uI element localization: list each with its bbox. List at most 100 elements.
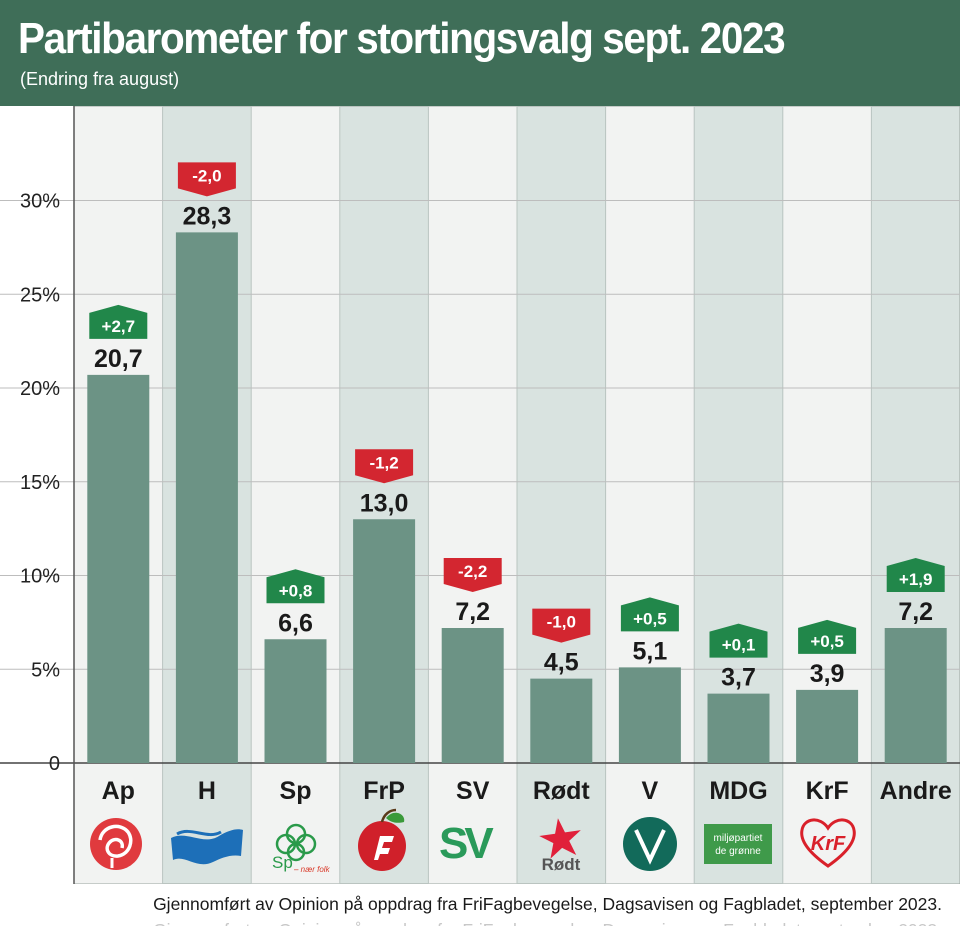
column-bg (694, 106, 783, 884)
mdg-logo-icon: miljøpartiet de grønne (704, 824, 772, 864)
change-badge-up-shape (886, 558, 945, 592)
category-labels: Ap H Sp FrP SV Rødt V MDG KrF Andre (102, 777, 952, 805)
bar (353, 519, 416, 763)
chart-footer: Gjennomført av Opinion på oppdrag fra Fr… (0, 884, 960, 926)
bar (175, 232, 238, 763)
change-badge: +0,8 (266, 569, 325, 604)
value-label: 5,1 (633, 637, 668, 665)
change-label: +0,1 (722, 636, 756, 655)
category-label: KrF (806, 777, 849, 805)
column-bg (251, 106, 340, 884)
change-label: +1,9 (899, 570, 933, 589)
bar-chart: 0 5% 10% 15% 20% 25% 30% 20,7 28,3 6,6 13,0 7,2 4,5… (0, 106, 960, 884)
bar (707, 693, 770, 763)
y-tick-label: 20% (20, 378, 60, 400)
bar (530, 678, 593, 763)
bar (87, 374, 150, 763)
rodt-star-logo-icon: Rødt (539, 818, 581, 874)
category-label: V (642, 777, 659, 805)
h-flag-logo-icon (171, 829, 243, 865)
change-label: -1,0 (547, 613, 576, 632)
y-tick-label: 25% (20, 284, 60, 306)
category-label: H (198, 777, 216, 805)
value-label: 6,6 (278, 609, 313, 637)
change-badge-down-shape (355, 449, 414, 484)
value-label: 7,2 (455, 598, 490, 626)
source-note: Gjennomført av Opinion på oppdrag fra Fr… (153, 894, 942, 914)
bar (884, 628, 947, 763)
change-badge: -1,2 (355, 449, 414, 484)
change-badge: +0,1 (709, 623, 768, 658)
ap-rose-logo-icon (90, 818, 142, 870)
bar (441, 628, 504, 763)
sp-clover-logo-icon: Sp – nær folk (272, 823, 331, 874)
source-note-mirror: Gjennomført av Opinion på oppdrag fra Fr… (153, 920, 942, 926)
change-badge: +0,5 (620, 597, 679, 632)
change-label: +0,8 (279, 581, 313, 600)
chart-subtitle: (Endring fra august) (20, 69, 180, 89)
change-badge: -1,0 (532, 608, 591, 643)
change-badge: -2,2 (443, 558, 502, 592)
sv-logo-icon: SV (439, 819, 498, 868)
value-label: 28,3 (183, 202, 232, 230)
krf-logo-text: KrF (811, 833, 846, 855)
change-badge-up-shape (89, 304, 148, 339)
change-badge-up-shape (266, 569, 325, 604)
change-badge-up-shape (798, 619, 857, 654)
change-badge: +2,7 (89, 304, 148, 339)
change-label: -2,0 (192, 166, 221, 185)
column-bg (871, 106, 960, 884)
sp-logo-text: Sp (272, 853, 293, 872)
change-badge-down-shape (177, 162, 236, 197)
column-bg (428, 106, 517, 884)
category-label: MDG (709, 777, 767, 805)
change-label: -2,2 (458, 562, 487, 581)
category-label: FrP (363, 777, 405, 805)
change-label: -1,2 (369, 453, 398, 472)
change-badge: +1,9 (886, 558, 945, 592)
y-tick-label: 0 (49, 753, 60, 775)
chart-header: Partibarometer for stortingsvalg sept. 2… (0, 0, 960, 106)
category-label: Ap (102, 777, 135, 805)
change-badge-up-shape (709, 623, 768, 658)
bar (618, 667, 681, 763)
change-badge: +0,5 (798, 619, 857, 654)
change-label: +0,5 (633, 609, 667, 628)
change-badge: -2,0 (177, 162, 236, 197)
bars (87, 232, 947, 763)
change-badges: +2,7 -2,0 +0,8 -1,2 -2,2 -1,0 +0,5 +0,1 +0,5 +1,9 (89, 162, 945, 658)
mdg-logo-line2: de grønne (715, 846, 761, 857)
category-label: Sp (280, 777, 312, 805)
category-label: Andre (880, 777, 952, 805)
value-label: 4,5 (544, 649, 579, 677)
change-badge-up-shape (620, 597, 679, 632)
party-logos: Sp – nær folk SV Rødt miljøpartiet de g (90, 808, 856, 874)
bar (264, 639, 327, 763)
change-label: +2,7 (102, 317, 136, 336)
value-labels: 20,7 28,3 6,6 13,0 7,2 4,5 5,1 3,7 3,9 7,2 (94, 202, 933, 691)
value-label: 7,2 (898, 598, 933, 626)
y-tick-label: 30% (20, 191, 60, 213)
mdg-logo-line1: miljøpartiet (714, 833, 763, 844)
change-badge-down-shape (443, 558, 502, 592)
value-label: 13,0 (360, 489, 409, 517)
column-bg (517, 106, 606, 884)
category-label: Rødt (533, 777, 591, 805)
y-tick-label: 15% (20, 472, 60, 494)
value-label: 3,9 (810, 660, 845, 688)
frp-apple-logo-icon (358, 808, 406, 871)
krf-heart-logo-icon: KrF (800, 818, 856, 868)
rodt-logo-text: Rødt (542, 855, 581, 874)
category-label: SV (456, 777, 490, 805)
value-label: 3,7 (721, 664, 756, 692)
sv-logo-text: SV (439, 819, 494, 868)
value-label: 20,7 (94, 345, 143, 373)
column-bg (605, 106, 695, 884)
y-tick-label: 10% (20, 566, 60, 588)
sp-logo-tagline: – nær folk (293, 865, 331, 874)
v-logo-icon (623, 817, 677, 871)
y-tick-label: 5% (31, 659, 60, 681)
bar (796, 689, 859, 763)
chart-title: Partibarometer for stortingsvalg sept. 2… (18, 14, 786, 63)
change-label: +0,5 (810, 632, 844, 651)
